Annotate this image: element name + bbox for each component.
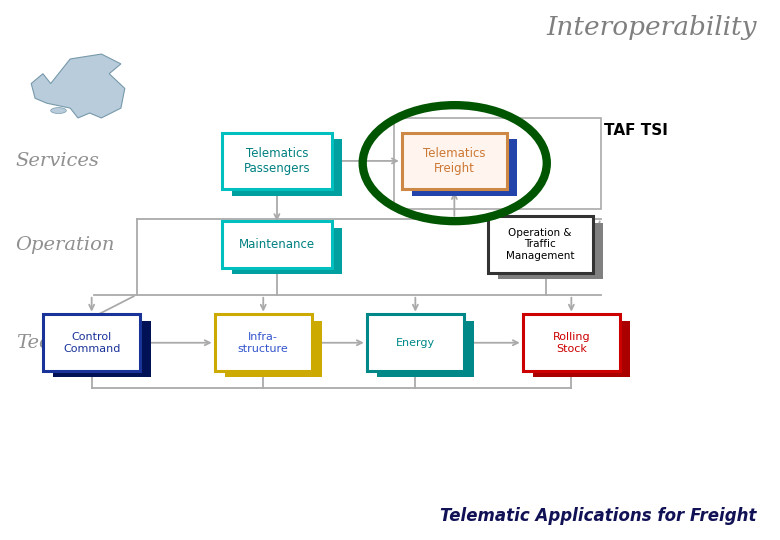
Text: Infra-
structure: Infra- structure xyxy=(238,332,289,354)
Polygon shape xyxy=(31,54,125,118)
Bar xyxy=(215,314,312,371)
Text: Operation: Operation xyxy=(16,236,115,254)
Bar xyxy=(523,314,620,371)
Text: TAF TSI: TAF TSI xyxy=(604,123,668,138)
Bar xyxy=(394,118,601,209)
Text: Services: Services xyxy=(16,152,100,170)
Bar xyxy=(533,321,630,377)
Text: Energy: Energy xyxy=(395,338,435,348)
Text: Telematics
Freight: Telematics Freight xyxy=(423,147,486,175)
Text: Operation &
Traffic
Management: Operation & Traffic Management xyxy=(506,228,574,261)
Text: 5: 5 xyxy=(16,507,28,525)
Text: Control
Command: Control Command xyxy=(63,332,120,354)
Text: Telematic Applications for Freight: Telematic Applications for Freight xyxy=(440,507,757,525)
Text: Telematics
Passengers: Telematics Passengers xyxy=(243,147,310,175)
Bar xyxy=(377,321,474,377)
Bar xyxy=(232,227,342,274)
Bar xyxy=(232,139,342,195)
Bar xyxy=(222,221,332,268)
Bar xyxy=(225,321,322,377)
Bar xyxy=(367,314,464,371)
Bar xyxy=(402,133,507,189)
Text: Technology: Technology xyxy=(16,334,128,352)
Bar xyxy=(43,314,140,371)
Bar xyxy=(412,139,517,195)
Bar xyxy=(222,133,332,189)
Text: Interoperability: Interoperability xyxy=(546,15,757,40)
Text: Maintenance: Maintenance xyxy=(239,238,315,251)
Bar xyxy=(488,216,593,273)
Bar xyxy=(53,321,151,377)
Ellipse shape xyxy=(51,107,66,113)
Bar xyxy=(498,222,603,279)
Text: Rolling
Stock: Rolling Stock xyxy=(552,332,590,354)
